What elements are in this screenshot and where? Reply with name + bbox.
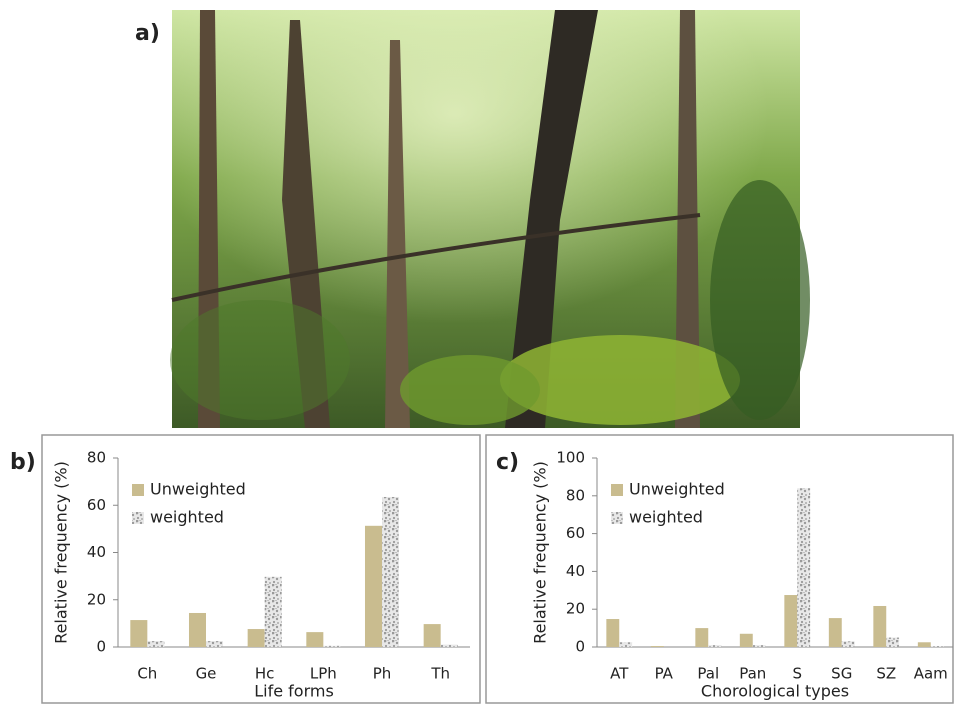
bar [784, 595, 797, 647]
panel-label: c) [496, 450, 519, 475]
x-axis-label: Chorological types [701, 682, 849, 701]
legend-label: Unweighted [150, 480, 246, 499]
y-tick-label: 0 [575, 638, 585, 656]
bar [740, 634, 753, 647]
y-tick-label: 60 [87, 496, 106, 514]
bar [873, 606, 886, 647]
legend-swatch [611, 512, 623, 524]
bar [619, 642, 632, 647]
y-axis-label: Relative frequency (%) [52, 461, 71, 644]
legend-label: weighted [150, 508, 224, 527]
legend-label: Unweighted [629, 480, 725, 499]
y-tick-label: 100 [556, 449, 585, 467]
y-tick-label: 60 [566, 524, 585, 542]
bar [931, 646, 944, 647]
bar [842, 641, 855, 647]
y-tick-label: 40 [87, 543, 106, 561]
bar [130, 620, 147, 647]
panel-label: a) [135, 21, 160, 46]
bar [189, 613, 206, 647]
bar [829, 618, 842, 647]
bar [695, 628, 708, 647]
bar [323, 646, 340, 647]
y-tick-label: 40 [566, 562, 585, 580]
x-tick-label: Pan [739, 665, 766, 683]
legend-swatch [611, 484, 623, 496]
x-tick-label: SG [831, 665, 852, 683]
bar [797, 488, 810, 647]
y-tick-label: 80 [87, 449, 106, 467]
bar [382, 497, 399, 647]
x-tick-label: Pal [697, 665, 719, 683]
bar [365, 526, 382, 647]
bar [753, 645, 766, 647]
bar [606, 619, 619, 647]
bar [441, 645, 458, 647]
bar [265, 577, 282, 647]
legend-label: weighted [629, 508, 703, 527]
bar [424, 624, 441, 647]
x-tick-label: SZ [876, 665, 896, 683]
x-tick-label: Ph [373, 665, 392, 683]
x-tick-label: Aam [914, 665, 948, 683]
y-tick-label: 80 [566, 486, 585, 504]
x-tick-label: Ch [137, 665, 157, 683]
y-tick-label: 0 [96, 638, 106, 656]
x-tick-label: Th [430, 665, 450, 683]
x-tick-label: Hc [255, 665, 275, 683]
x-tick-label: Ge [196, 665, 217, 683]
x-tick-label: S [792, 665, 802, 683]
bar [918, 642, 931, 647]
x-tick-label: LPh [310, 665, 337, 683]
bar [306, 632, 323, 647]
bar [651, 646, 664, 647]
x-tick-label: AT [610, 665, 629, 683]
x-tick-label: PA [655, 665, 674, 683]
bar [708, 645, 721, 647]
x-axis-label: Life forms [254, 682, 334, 701]
y-tick-label: 20 [87, 590, 106, 608]
bar [248, 629, 265, 647]
chart-frame [42, 435, 480, 703]
bar [886, 638, 899, 647]
chart-frame [486, 435, 953, 703]
figure: a) b) c) 0 20 40 60 80 Ch Ge Hc LPh Ph Th Life form… [0, 0, 954, 704]
forest-photo [170, 10, 810, 428]
bar [206, 641, 223, 647]
legend-swatch [132, 512, 144, 524]
y-axis-label: Relative frequency (%) [531, 461, 550, 644]
y-tick-label: 20 [566, 600, 585, 618]
bar [147, 641, 164, 647]
legend-swatch [132, 484, 144, 496]
panel-label: b) [10, 450, 36, 475]
